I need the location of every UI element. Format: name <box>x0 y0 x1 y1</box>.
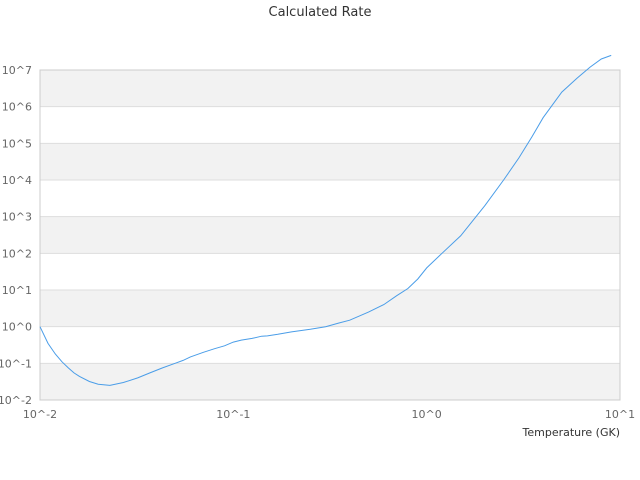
series-line <box>39 54 612 386</box>
y-tick-label: 10^4 <box>2 174 32 187</box>
chart-title: Calculated Rate <box>269 5 372 20</box>
y-tick-label: 10^-2 <box>0 394 32 407</box>
x-tick-label: 10^0 <box>412 408 442 421</box>
plot-band <box>40 216 620 254</box>
y-tick-label: 10^5 <box>2 137 32 150</box>
series-group <box>39 54 612 386</box>
plot-area <box>39 69 621 401</box>
y-tick-label: 10^3 <box>2 211 32 224</box>
y-tick-label: 10^7 <box>2 64 32 77</box>
plot-band <box>40 70 620 107</box>
y-tick-label: 10^1 <box>2 284 32 297</box>
plot-bands <box>40 70 620 400</box>
x-tick-label: 10^-1 <box>216 408 250 421</box>
y-axis-ticks: 10^-2 10^-1 10^0 10^1 10^2 10^3 10^4 10^5 10^6 10… <box>0 64 32 407</box>
y-tick-label: 10^6 <box>2 101 32 114</box>
plot-band <box>40 143 620 180</box>
plot-band <box>40 290 620 327</box>
y-tick-label: 10^-1 <box>0 357 32 370</box>
plot-band <box>40 363 620 400</box>
x-tick-label: 10^-2 <box>23 408 57 421</box>
y-tick-label: 10^0 <box>2 321 32 334</box>
y-tick-label: 10^2 <box>2 247 32 260</box>
x-axis-ticks: 10^-2 10^-1 10^0 10^1 <box>23 408 635 421</box>
x-tick-label: 10^1 <box>605 408 635 421</box>
x-axis-title: Temperature (GK) <box>522 426 621 439</box>
